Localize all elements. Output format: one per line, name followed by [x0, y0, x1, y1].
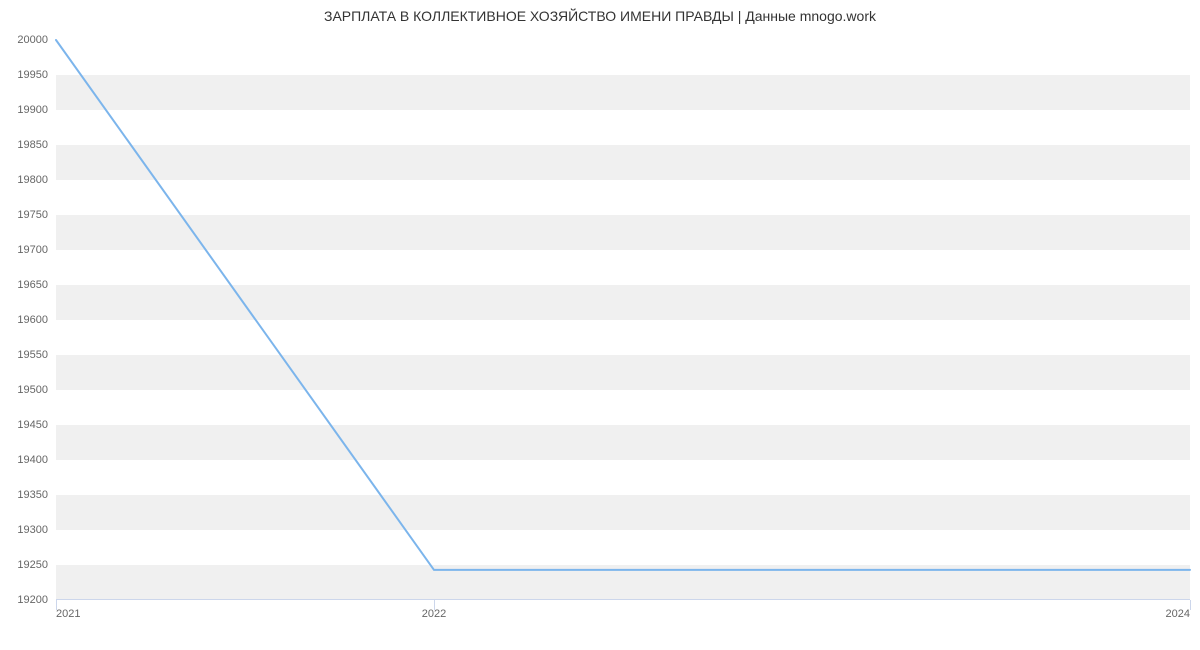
y-tick-label: 19800 [17, 174, 56, 186]
plot-area: 1920019250193001935019400194501950019550… [56, 40, 1190, 600]
y-tick-label: 19550 [17, 349, 56, 361]
y-tick-label: 19850 [17, 139, 56, 151]
line-series [56, 40, 1190, 600]
y-tick-label: 19500 [17, 384, 56, 396]
y-tick-label: 19950 [17, 69, 56, 81]
y-tick-label: 19450 [17, 419, 56, 431]
series-line [56, 40, 1190, 570]
y-tick-label: 19900 [17, 104, 56, 116]
y-tick-label: 19600 [17, 314, 56, 326]
y-tick-label: 19250 [17, 559, 56, 571]
y-tick-label: 20000 [17, 34, 56, 46]
chart-container: ЗАРПЛАТА В КОЛЛЕКТИВНОЕ ХОЗЯЙСТВО ИМЕНИ … [0, 0, 1200, 650]
y-tick-label: 19700 [17, 244, 56, 256]
y-tick-label: 19750 [17, 209, 56, 221]
x-tick-mark [1190, 600, 1191, 610]
y-tick-label: 19650 [17, 279, 56, 291]
x-tick-label: 2021 [56, 600, 80, 620]
x-tick-label: 2024 [1166, 600, 1190, 620]
y-tick-label: 19300 [17, 524, 56, 536]
y-tick-label: 19350 [17, 489, 56, 501]
y-tick-label: 19200 [17, 594, 56, 606]
x-tick-label: 2022 [422, 600, 446, 620]
chart-title: ЗАРПЛАТА В КОЛЛЕКТИВНОЕ ХОЗЯЙСТВО ИМЕНИ … [0, 8, 1200, 24]
y-tick-label: 19400 [17, 454, 56, 466]
